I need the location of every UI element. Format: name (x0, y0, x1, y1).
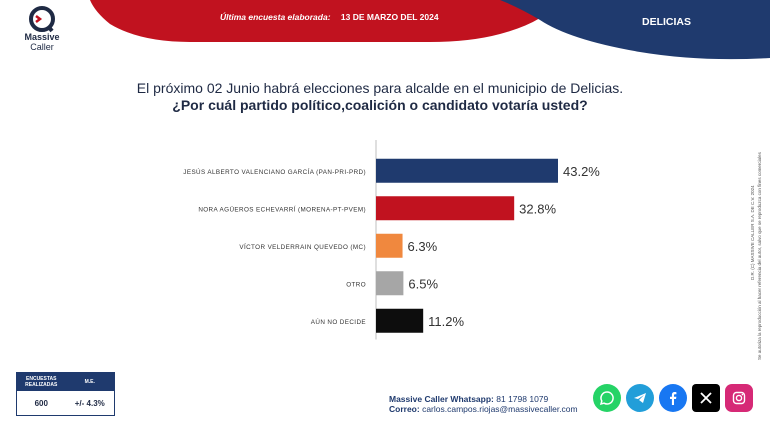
bar (376, 308, 424, 333)
margin-header: M.E. (84, 379, 95, 385)
value-label: 32.8% (519, 201, 556, 216)
surveys-header: ENCUESTAS REALIZADAS (25, 376, 58, 388)
instagram-icon[interactable] (725, 384, 753, 412)
sample-table: ENCUESTAS REALIZADAS M.E. 600 +/- 4.3% (16, 372, 115, 416)
category-label: JESÚS ALBERTO VALENCIANO GARCÍA (PAN-PRI… (183, 167, 366, 176)
whatsapp-label: Massive Caller Whatsapp: (389, 394, 494, 404)
sample-table-body: 600 +/- 4.3% (17, 391, 114, 415)
banner-red-shape (90, 0, 560, 42)
facebook-icon[interactable] (659, 384, 687, 412)
banner-navy-shape (500, 0, 770, 60)
survey-date: 13 DE MARZO DEL 2024 (340, 12, 439, 22)
logo-text: Massive Caller (14, 32, 70, 52)
email-label: Correo: (389, 404, 420, 414)
sample-table-header: ENCUESTAS REALIZADAS M.E. (17, 373, 114, 391)
bar (376, 233, 403, 258)
top-banner (90, 0, 770, 60)
bar (376, 196, 515, 221)
vote-intention-bar-chart: JESÚS ALBERTO VALENCIANO GARCÍA (PAN-PRI… (183, 140, 600, 340)
brand-line2: Caller (30, 42, 54, 52)
category-label: NORA AGÜEROS ECHEVARRÍ (MORENA-PT-PVEM) (198, 204, 366, 213)
value-label: 6.3% (408, 239, 438, 254)
side-note-line2: Se autoriza la reproducción al hacer ref… (757, 151, 762, 360)
category-label: VÍCTOR VELDERRAIN QUEVEDO (MC) (239, 242, 366, 251)
massive-caller-logo-icon (29, 6, 55, 33)
bar (376, 158, 558, 183)
whatsapp-icon[interactable] (593, 384, 621, 412)
category-label: OTRO (346, 281, 366, 288)
value-label: 11.2% (428, 314, 464, 329)
brand-line1: Massive (24, 32, 60, 42)
bar (376, 271, 404, 296)
surveys-value: 600 (34, 398, 48, 408)
question-line1: El próximo 02 Junio habrá elecciones par… (136, 80, 624, 96)
margin-value: +/- 4.3% (74, 398, 105, 408)
question-line2: ¿Por cuál partido político,coalición o c… (172, 97, 588, 113)
copyright-side-note: D.R. (C) MASSIVE CALLER S.A. DE C.V. 202… (750, 151, 762, 360)
survey-date-banner: Última encuesta elaborada: 13 DE MARZO D… (220, 12, 439, 22)
telegram-icon[interactable] (626, 384, 654, 412)
survey-label: Última encuesta elaborada: (220, 12, 331, 22)
social-icons (593, 384, 753, 412)
region-label: DELICIAS (642, 16, 692, 28)
value-label: 43.2% (563, 164, 600, 179)
value-label: 6.5% (408, 276, 438, 291)
contact-info: Massive Caller Whatsapp: 81 1798 1079 Co… (389, 394, 578, 414)
category-label: AÚN NO DECIDE (311, 317, 366, 326)
x-icon[interactable] (692, 384, 720, 412)
question-title: El próximo 02 Junio habrá elecciones par… (40, 80, 720, 114)
whatsapp-number[interactable]: 81 1798 1079 (496, 394, 549, 404)
email-link[interactable]: carlos.campos.riojas@massivecaller.com (422, 404, 578, 414)
side-note-line1: D.R. (C) MASSIVE CALLER S.A. DE C.V. 202… (750, 185, 755, 280)
